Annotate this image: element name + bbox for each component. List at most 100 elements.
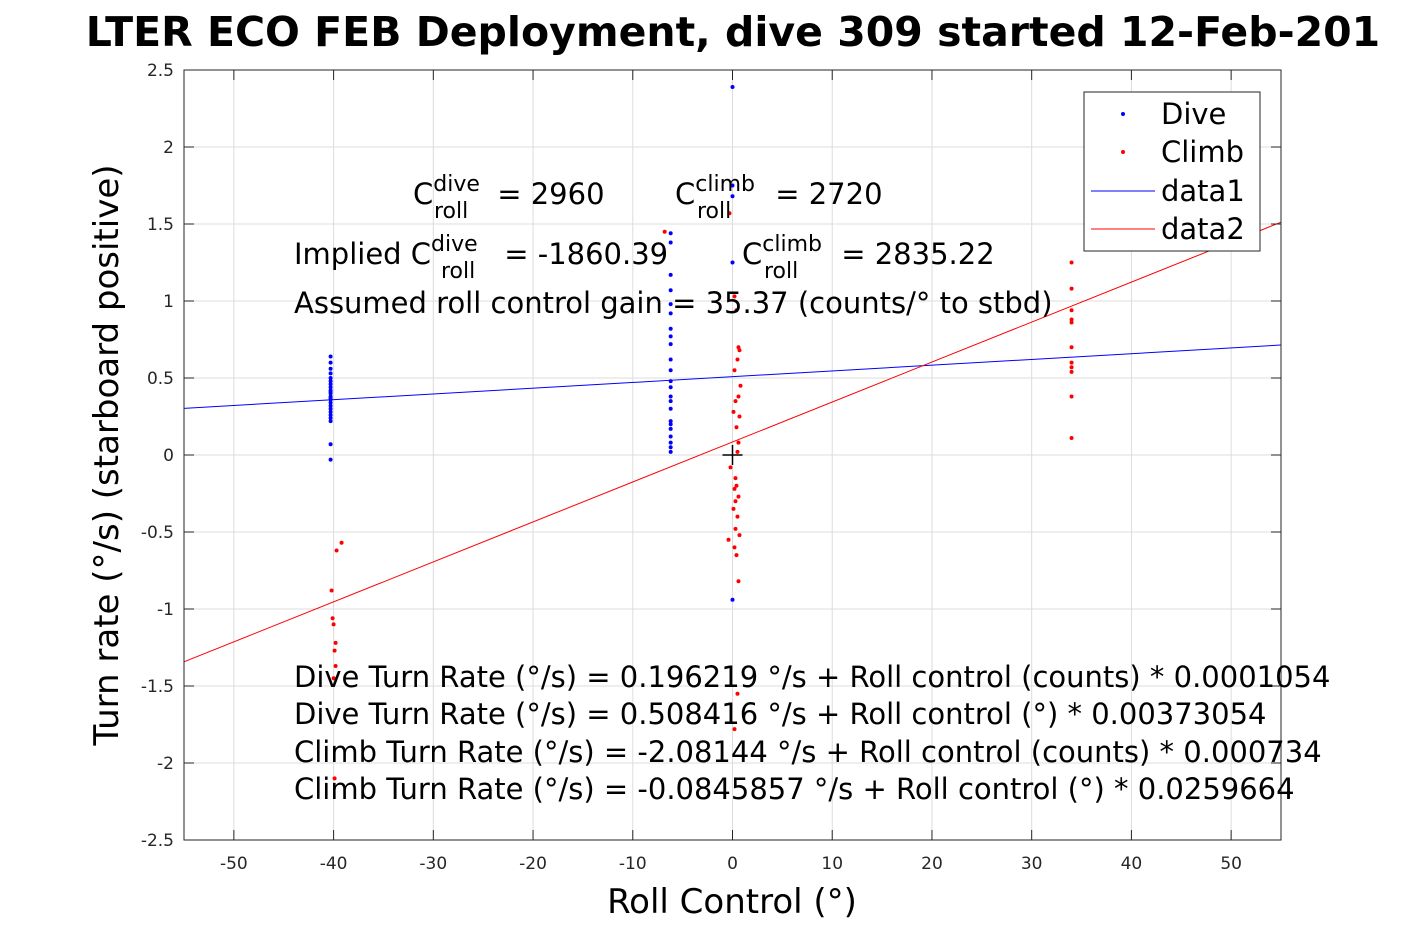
point-dive [328, 360, 333, 365]
point-dive [328, 382, 333, 387]
point-climb [734, 308, 739, 313]
point-climb [332, 776, 337, 781]
y-tick-label: -2 [157, 754, 174, 774]
point-dive [328, 379, 333, 384]
point-dive [730, 183, 735, 188]
point-dive [328, 403, 333, 408]
point-dive [668, 434, 673, 439]
point-climb [332, 648, 337, 653]
point-climb [737, 414, 742, 419]
legend: Dive Climb data1 data2 [1083, 91, 1261, 252]
point-climb [736, 440, 741, 445]
legend-box [1083, 91, 1261, 252]
point-dive [328, 366, 333, 371]
x-tick-label: -50 [220, 854, 248, 874]
y-tick-label: 0.5 [147, 369, 174, 389]
x-tick-label: 40 [1121, 854, 1143, 874]
x-tick-label: 50 [1220, 854, 1242, 874]
point-climb [735, 449, 740, 454]
point-dive [730, 194, 735, 199]
point-dive [328, 385, 333, 390]
point-climb [734, 483, 739, 488]
x-tick-label: -30 [419, 854, 447, 874]
point-dive [668, 326, 673, 331]
equation-climb-degrees: Climb Turn Rate (°/s) = -0.0845857 °/s +… [294, 772, 1295, 806]
point-climb [732, 486, 737, 491]
fit-lines [183, 221, 1282, 663]
point-dive [668, 440, 673, 445]
point-climb [1069, 308, 1074, 313]
point-dive [668, 288, 673, 293]
point-dive [668, 272, 673, 277]
point-climb [1069, 369, 1074, 374]
point-dive [668, 334, 673, 339]
y-tick-label: 2.5 [147, 61, 174, 81]
axis-ticks: -50 -40 -30 -20 -10 0 10 20 30 40 50-2.5-2-1.5-1-0… [141, 61, 1281, 874]
annotation-implied-dive: Implied Cdive roll = -1860.39 [294, 232, 668, 284]
point-dive [328, 354, 333, 359]
point-dive [668, 385, 673, 390]
point-dive [328, 371, 333, 376]
y-tick-label: -1.5 [141, 677, 174, 697]
point-climb [735, 691, 740, 696]
y-tick-label: 2 [163, 138, 174, 158]
point-climb [732, 368, 737, 373]
point-dive [730, 84, 735, 89]
x-axis-label: Roll Control (°) [607, 882, 857, 922]
x-tick-label: 20 [921, 854, 943, 874]
point-climb [331, 676, 336, 681]
point-climb [732, 545, 737, 550]
annotation-gain: Assumed roll control gain = 35.37 (count… [294, 286, 1053, 320]
point-dive [730, 260, 735, 265]
point-climb [733, 526, 738, 531]
point-dive [328, 391, 333, 396]
point-climb [1069, 365, 1074, 370]
point-climb [1069, 360, 1074, 365]
annotation-c-roll-dive: Cdive roll = 2960 [413, 172, 605, 224]
point-climb [732, 294, 737, 299]
data-points [328, 84, 1074, 781]
point-climb [1069, 260, 1074, 265]
point-dive [668, 302, 673, 307]
point-dive [668, 311, 673, 316]
point-dive [668, 342, 673, 347]
point-dive [668, 445, 673, 450]
point-climb [736, 394, 741, 399]
point-climb [1069, 436, 1074, 441]
point-climb [738, 383, 743, 388]
point-climb [329, 588, 334, 593]
point-dive [328, 376, 333, 380]
point-climb [1069, 286, 1074, 291]
point-dive [668, 379, 673, 384]
point-climb [735, 514, 740, 519]
point-dive [328, 397, 333, 402]
fit-line-data1 [183, 344, 1282, 409]
point-climb [736, 579, 741, 584]
legend-data1-label: data1 [1161, 174, 1245, 208]
annotation-implied-climb: Cclimb roll = 2835.22 [742, 232, 995, 284]
point-climb [330, 616, 335, 621]
x-tick-label: -20 [519, 854, 547, 874]
point-dive [668, 406, 673, 411]
point-dive [328, 406, 333, 411]
point-climb [334, 548, 339, 553]
legend-climb-swatch [1121, 150, 1125, 154]
y-tick-label: -0.5 [141, 523, 174, 543]
point-dive [328, 442, 333, 447]
point-climb [731, 506, 736, 511]
point-dive [328, 419, 333, 424]
point-dive [730, 597, 735, 602]
y-tick-label: 1 [163, 292, 174, 312]
point-climb [1069, 320, 1074, 325]
point-climb [737, 533, 742, 538]
point-climb [726, 537, 731, 542]
point-climb [339, 540, 344, 545]
equation-climb-counts: Climb Turn Rate (°/s) = -2.08144 °/s + R… [294, 735, 1322, 769]
y-tick-label: -2.5 [141, 831, 174, 851]
legend-data2-label: data2 [1161, 212, 1245, 246]
x-tick-label: -10 [619, 854, 647, 874]
annotation-c-roll-climb: Cclimb roll = 2720 [675, 172, 883, 224]
point-climb [733, 399, 738, 404]
equation-dive-counts: Dive Turn Rate (°/s) = 0.196219 °/s + Ro… [294, 660, 1330, 694]
